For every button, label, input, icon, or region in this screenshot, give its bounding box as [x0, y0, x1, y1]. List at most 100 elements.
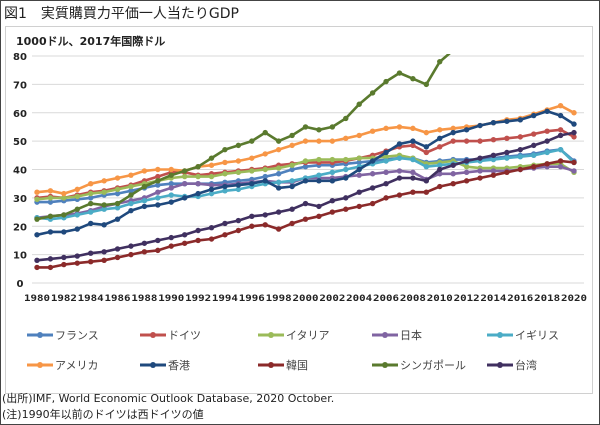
data-point	[114, 200, 121, 207]
data-point	[410, 175, 416, 181]
data-point	[557, 158, 564, 164]
data-point	[410, 189, 416, 195]
data-point	[74, 186, 80, 193]
data-point	[262, 222, 268, 228]
x-tick-label: 1986	[105, 294, 131, 304]
data-point	[383, 78, 389, 85]
data-point	[181, 195, 188, 201]
data-point	[396, 141, 403, 147]
data-point	[141, 198, 148, 204]
data-point	[343, 135, 349, 141]
legend-item: 日本	[372, 327, 422, 343]
data-point	[410, 76, 416, 82]
series-line	[36, 131, 575, 262]
data-point	[101, 202, 107, 208]
data-point	[61, 212, 67, 218]
data-point	[383, 180, 389, 187]
data-point	[128, 192, 134, 198]
data-point	[141, 240, 148, 246]
data-point	[74, 260, 80, 266]
data-point	[208, 162, 215, 168]
data-point	[571, 159, 577, 166]
data-point	[262, 166, 268, 173]
data-point	[396, 155, 403, 161]
data-point	[61, 229, 67, 235]
data-point	[88, 209, 94, 215]
data-point	[181, 168, 188, 174]
data-point	[168, 243, 174, 249]
data-point	[128, 183, 134, 190]
x-tick-label: 2008	[400, 294, 426, 304]
data-point	[369, 128, 376, 134]
data-point	[437, 58, 443, 65]
data-point	[235, 227, 242, 234]
data-point	[222, 159, 228, 166]
data-point	[490, 172, 497, 178]
data-point	[262, 212, 268, 218]
data-point	[222, 232, 228, 238]
data-point	[181, 173, 188, 180]
data-point	[114, 205, 121, 211]
data-point	[369, 200, 376, 207]
data-point	[289, 183, 295, 190]
data-point	[289, 206, 295, 212]
data-point	[249, 180, 255, 187]
data-point	[544, 128, 550, 134]
data-point	[155, 189, 161, 195]
data-point	[557, 146, 564, 153]
data-point	[168, 172, 174, 178]
data-point	[531, 152, 537, 159]
data-point	[275, 138, 282, 144]
data-point	[410, 125, 416, 132]
legend-marker-icon	[372, 332, 398, 338]
data-point	[114, 186, 121, 193]
x-tick-label: 1982	[51, 294, 77, 304]
x-tick-label: 1990	[158, 294, 184, 304]
x-tick-label: 2012	[454, 294, 480, 304]
data-point	[463, 138, 470, 144]
data-point	[329, 156, 336, 163]
data-point	[208, 182, 215, 188]
legend-marker-icon	[372, 362, 398, 368]
x-tick-label: 2000	[293, 294, 319, 304]
data-point	[114, 175, 121, 181]
data-point	[74, 226, 80, 232]
data-point	[155, 202, 161, 208]
data-point	[343, 156, 349, 163]
data-point	[571, 110, 577, 116]
data-point	[517, 146, 523, 153]
data-point	[302, 163, 309, 170]
legend-marker-icon	[258, 332, 284, 338]
data-point	[356, 189, 362, 195]
data-point	[181, 232, 188, 238]
x-tick-label: 1996	[239, 294, 265, 304]
data-point	[517, 134, 523, 140]
data-point	[316, 138, 322, 144]
data-point	[316, 172, 322, 178]
data-point	[437, 162, 443, 168]
legend-label: ドイツ	[168, 329, 201, 342]
data-point	[181, 180, 188, 187]
data-point	[437, 127, 443, 133]
footnote: (注)1990年以前のドイツは西ドイツの値	[2, 408, 204, 421]
y-tick-label: 20	[13, 222, 27, 233]
x-tick-label: 1980	[24, 294, 50, 304]
data-point	[275, 146, 282, 153]
data-point	[128, 172, 134, 178]
data-point	[47, 264, 54, 271]
data-point	[34, 189, 40, 195]
data-point	[235, 217, 242, 224]
data-point	[531, 112, 537, 119]
data-point	[141, 168, 148, 174]
data-point	[155, 247, 161, 254]
data-point	[155, 173, 161, 180]
data-point	[544, 149, 550, 156]
data-point	[195, 173, 201, 180]
data-point	[275, 165, 282, 171]
legend-item: 香港	[140, 357, 190, 373]
data-point	[141, 249, 148, 255]
data-point	[235, 186, 242, 193]
y-tick-label: 0	[17, 279, 24, 290]
legend-marker-icon	[140, 332, 166, 338]
data-point	[302, 158, 309, 164]
